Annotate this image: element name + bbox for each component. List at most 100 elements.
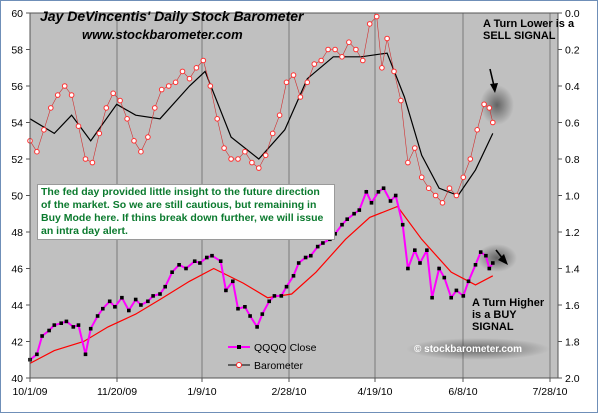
qqqq-close-point-53 — [357, 208, 362, 212]
y-left-tick-label-5: 50 — [11, 191, 23, 203]
qqqq-close-point-33 — [236, 306, 240, 311]
barometer-point-4 — [54, 92, 61, 98]
y-left-tick-label-9: 58 — [11, 45, 23, 57]
barometer-point-31 — [242, 148, 248, 155]
qqqq-close-point-2 — [40, 334, 44, 338]
barometer-point-19 — [158, 86, 165, 93]
qqqq-close-point-71 — [466, 279, 471, 284]
qqqq-close-point-76 — [491, 261, 495, 265]
y-right-tick-label-2: 0.4 — [565, 81, 580, 93]
barometer-point-16 — [138, 148, 144, 155]
y-left-tick-label-8: 56 — [11, 81, 23, 93]
buy-shadow — [477, 244, 517, 272]
barometer-point-61 — [446, 185, 453, 191]
qqqq-close-point-5 — [59, 321, 63, 325]
qqqq-close-point-13 — [107, 299, 112, 304]
qqqq-close-point-52 — [352, 211, 356, 216]
qqqq-close-point-63 — [418, 261, 422, 265]
qqqq-close-point-64 — [425, 248, 429, 252]
y-left-tick-label-3: 46 — [11, 264, 23, 276]
barometer-point-34 — [262, 152, 269, 159]
qqqq-close-point-11 — [95, 314, 100, 318]
barometer-point-35 — [269, 130, 276, 137]
qqqq-close-point-70 — [461, 294, 466, 298]
qqqq-close-point-58 — [388, 199, 393, 203]
x-tick-label-6: 7/28/10 — [532, 386, 567, 398]
qqqq-close-point-21 — [158, 292, 162, 296]
barometer-point-10 — [96, 130, 103, 137]
barometer-point-28 — [221, 145, 227, 151]
barometer-point-14 — [124, 116, 130, 122]
barometer-point-40 — [304, 79, 311, 86]
qqqq-close-point-20 — [151, 294, 155, 298]
x-tick-label-1: 11/20/09 — [97, 386, 137, 398]
barometer-point-59 — [432, 192, 439, 199]
qqqq-close-point-41 — [284, 284, 289, 289]
qqqq-close-point-62 — [413, 248, 417, 252]
y-right-tick-label-1: 0.2 — [565, 45, 580, 57]
barometer-point-66 — [481, 101, 487, 108]
barometer-point-8 — [82, 156, 89, 162]
barometer-smooth-line — [29, 52, 494, 197]
barometer-point-30 — [235, 156, 241, 162]
barometer-point-13 — [117, 97, 123, 104]
qqqq-close-point-72 — [473, 263, 478, 267]
qqqq-close-point-36 — [255, 325, 259, 329]
x-tick-label-5: 6/8/10 — [448, 386, 477, 398]
qqqq-close-point-38 — [267, 299, 271, 304]
barometer-point-33 — [256, 165, 262, 171]
qqqq-close-point-23 — [170, 270, 174, 274]
barometer-point-11 — [103, 105, 110, 111]
qqqq-close-point-25 — [184, 266, 188, 271]
barometer-point-58 — [425, 185, 432, 191]
qqqq-close-point-60 — [400, 222, 405, 227]
y-right-tick-label-5: 1.0 — [565, 191, 580, 203]
qqqq-close-point-42 — [291, 274, 296, 278]
website-label: www.stockbarometer.com — [82, 27, 243, 42]
qqqq-close-point-30 — [218, 259, 223, 263]
qqqq-close-point-6 — [64, 319, 69, 324]
qqqq-close-point-22 — [163, 284, 167, 289]
qqqq-close-point-35 — [248, 314, 252, 318]
barometer-point-57 — [418, 174, 425, 181]
barometer-point-64 — [467, 156, 474, 162]
barometer-point-56 — [412, 145, 418, 151]
qqqq-close-point-47 — [321, 241, 325, 245]
qqqq-close-point-16 — [127, 308, 131, 313]
barometer-point-25 — [200, 57, 207, 64]
barometer-point-49 — [366, 21, 373, 27]
barometer-point-6 — [68, 92, 75, 98]
barometer-point-7 — [75, 123, 82, 129]
barometer-point-5 — [61, 83, 68, 89]
qqqq-close-point-43 — [296, 261, 301, 265]
barometer-point-2 — [41, 127, 47, 133]
barometer-point-36 — [276, 112, 283, 118]
qqqq-close-point-40 — [279, 294, 284, 298]
barometer-point-22 — [179, 68, 186, 75]
qqqq-close-point-34 — [243, 305, 247, 309]
barometer-point-1 — [34, 148, 40, 155]
sell-shadow — [480, 85, 514, 125]
qqqq-moving-average-line — [29, 205, 494, 364]
barometer-point-15 — [131, 138, 137, 144]
barometer-point-63 — [460, 174, 467, 181]
barometer-point-51 — [379, 65, 385, 71]
x-tick-label-2: 1/9/10 — [187, 386, 216, 398]
qqqq-close-point-73 — [478, 250, 483, 254]
qqqq-close-point-19 — [146, 299, 150, 304]
qqqq-close-point-14 — [113, 305, 117, 309]
qqqq-close-point-18 — [139, 303, 143, 307]
axes: 40 42 44 46 48 50 52 54 56 58 60 0.0 0.2 0.4 0.6 0.8 1.0… — [11, 8, 579, 398]
barometer-point-53 — [391, 68, 397, 75]
barometer-point-18 — [152, 105, 158, 111]
y-left-tick-label-0: 40 — [11, 373, 23, 385]
qqqq-close-point-51 — [345, 217, 349, 221]
y-right-tick-label-4: 0.8 — [565, 154, 580, 166]
barometer-point-24 — [193, 65, 200, 71]
barometer-point-3 — [48, 105, 54, 111]
y-right-tick-label-6: 1.2 — [565, 227, 580, 239]
qqqq-close-point-74 — [484, 253, 488, 258]
y-right-tick-label-3: 0.6 — [565, 118, 580, 130]
qqqq-close-point-9 — [83, 352, 88, 357]
barometer-point-42 — [318, 57, 325, 64]
